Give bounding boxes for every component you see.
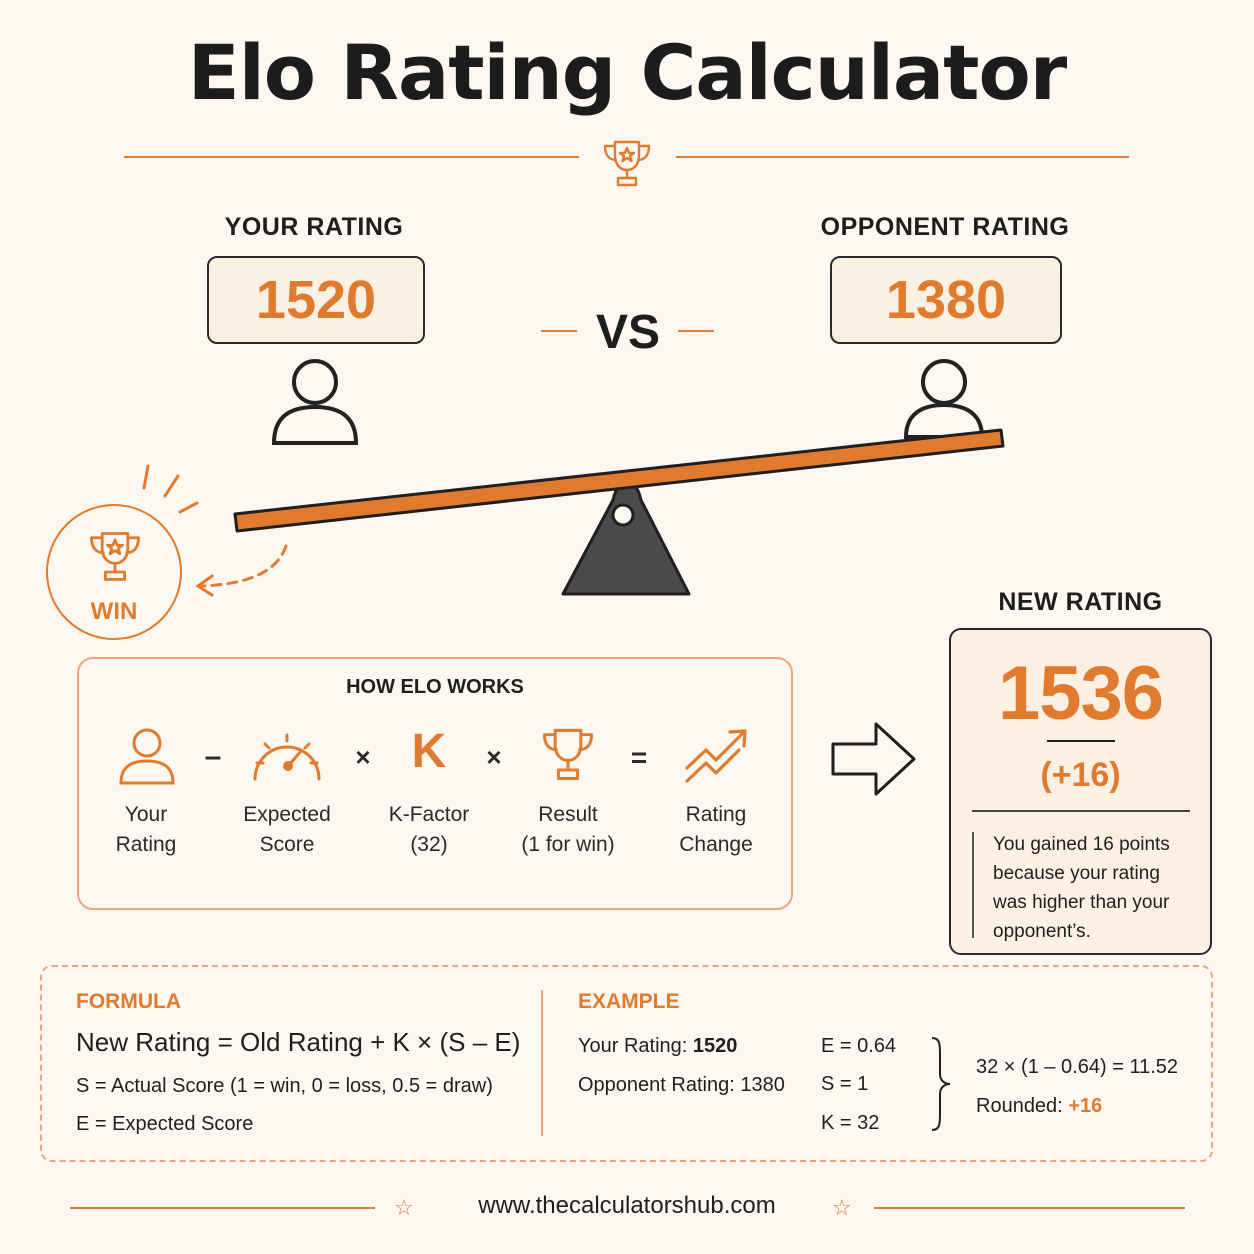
win-badge [46, 504, 182, 640]
operator-times: × [486, 742, 502, 772]
user-icon [903, 359, 985, 439]
example-rounded: Rounded: +16 [976, 1095, 1103, 1117]
curly-brace [931, 1037, 951, 1131]
how-elo-works-panel [77, 657, 793, 910]
trophy-icon [90, 532, 140, 581]
trophy-icon [542, 728, 594, 781]
new-rating-panel [949, 628, 1212, 955]
footer-line-right [874, 1207, 1185, 1209]
new-rating-underline [1047, 740, 1115, 742]
new-rating-divider [972, 810, 1190, 812]
panel-divider [541, 990, 543, 1136]
your-rating-field[interactable]: 1520 [207, 256, 425, 344]
formula-heading: FORMULA [76, 990, 181, 1013]
operator-times: × [355, 742, 371, 772]
opponent-rating-label: OPPONENT RATING [820, 213, 1070, 241]
gauge-icon [253, 733, 321, 781]
win-badge-decoration [142, 464, 288, 597]
new-rating-label: NEW RATING [998, 588, 1163, 616]
footer-url-link[interactable]: www.thecalculatorshub.com [478, 1192, 776, 1219]
example-your-rating: Your Rating: 1520 [578, 1035, 738, 1057]
operator-minus: – [204, 740, 222, 773]
rating-change-value: (+16) [1040, 756, 1121, 794]
star-icon: ☆ [394, 1195, 414, 1220]
operator-equals: = [630, 742, 648, 773]
title-divider-right [676, 156, 1129, 158]
trend-up-icon [685, 729, 747, 783]
footer-line-left [70, 1207, 375, 1209]
seesaw-illustration [233, 359, 1005, 596]
win-label: WIN [90, 598, 138, 625]
arrow-right-icon [831, 722, 916, 796]
example-calculation: 32 × (1 – 0.64) = 11.52 [976, 1056, 1179, 1078]
step-your-rating: Your Rating [115, 803, 177, 856]
formula-s-definition: S = Actual Score (1 = win, 0 = loss, 0.5… [76, 1075, 493, 1097]
formula-main: New Rating = Old Rating + K × (S – E) [76, 1027, 521, 1057]
k-letter-icon: K [411, 725, 447, 778]
vs-dash-left [541, 330, 577, 332]
title-divider-left [124, 156, 579, 158]
formula-example-panel [40, 965, 1213, 1162]
step-rating-change: Rating Change [679, 803, 753, 856]
step-result: Result (1 for win) [521, 803, 615, 856]
new-rating-note: You gained 16 points because your rating… [993, 834, 1170, 942]
your-rating-label: YOUR RATING [224, 213, 404, 241]
step-k-factor: K-Factor (32) [388, 803, 470, 856]
user-icon [119, 728, 175, 785]
example-opponent-rating: Opponent Rating: 1380 [578, 1074, 785, 1096]
example-k-value: K = 32 [821, 1112, 880, 1134]
vs-dash-right [678, 330, 714, 332]
page-title: Elo Rating Calculator [187, 28, 1067, 117]
vs-label: VS [595, 306, 661, 359]
user-icon [271, 359, 359, 445]
opponent-rating-field[interactable]: 1380 [830, 256, 1062, 344]
example-heading: EXAMPLE [578, 990, 680, 1013]
star-icon: ☆ [832, 1195, 852, 1220]
trophy-icon [603, 140, 651, 187]
example-s-value: S = 1 [821, 1073, 869, 1095]
formula-e-definition: E = Expected Score [76, 1113, 254, 1135]
example-e-value: E = 0.64 [821, 1035, 897, 1057]
step-expected-score: Expected Score [243, 803, 331, 856]
new-rating-value: 1536 [997, 651, 1164, 736]
note-quote-bar [972, 832, 974, 938]
how-elo-works-title: HOW ELO WORKS [346, 676, 524, 698]
